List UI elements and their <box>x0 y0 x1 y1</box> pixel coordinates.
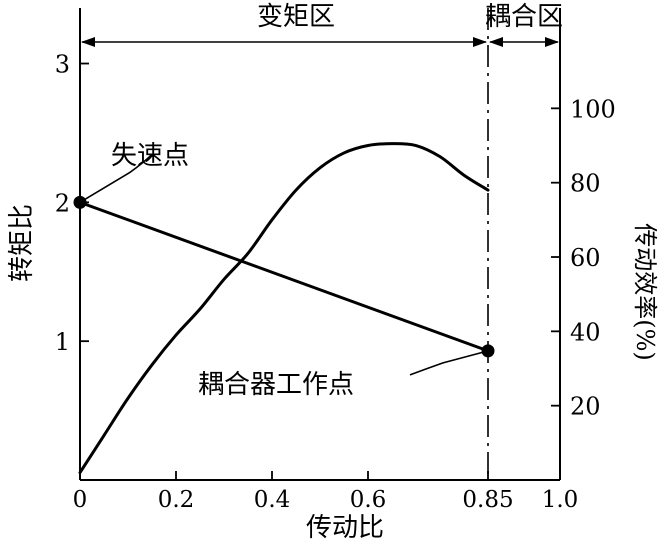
right-y-tick-label: 20 <box>570 393 601 421</box>
stall-point-label: 失速点 <box>111 141 189 171</box>
axes: 0 0.2 0.4 0.6 0.85 1.0 1 2 3 20 40 60 80 100 <box>55 8 616 513</box>
x-tick-label: 1.0 <box>542 487 579 513</box>
right-y-tick-label: 100 <box>570 95 616 123</box>
x-tick-label: 0.2 <box>158 487 195 513</box>
left-axis-label: 转矩比 <box>7 204 37 282</box>
torque-ratio-line <box>78 200 490 353</box>
x-tick-label: 0.4 <box>254 487 291 513</box>
region-annotations: 变矩区 耦合区 <box>81 2 563 480</box>
x-tick-label: 0.6 <box>350 487 387 513</box>
coupling-point-label: 耦合器工作点 <box>198 370 354 400</box>
x-axis-label: 传动比 <box>306 513 384 543</box>
region-label-1: 耦合区 <box>485 2 563 32</box>
region-arrowhead-left <box>81 37 95 47</box>
region-arrowhead-right <box>473 37 487 47</box>
right-y-tick-label: 40 <box>570 318 601 346</box>
left-y-tick-label: 1 <box>55 328 70 356</box>
right-axis-label: 传动效率(%) <box>631 223 659 361</box>
region-label-0: 变矩区 <box>257 2 335 32</box>
stall-point-leader <box>79 153 153 204</box>
efficiency-curve <box>78 142 490 475</box>
coupling-point-leader <box>409 350 489 376</box>
x-tick-label: 0 <box>73 487 88 513</box>
series-layer <box>78 142 490 475</box>
right-y-tick-label: 80 <box>570 170 601 198</box>
region-arrowhead-right <box>545 37 559 47</box>
left-y-tick-label: 2 <box>55 189 70 217</box>
x-tick-label: 0.85 <box>462 487 513 513</box>
region-arrowhead-left <box>489 37 503 47</box>
left-y-tick-label: 3 <box>55 51 70 79</box>
right-y-tick-label: 60 <box>570 244 601 272</box>
